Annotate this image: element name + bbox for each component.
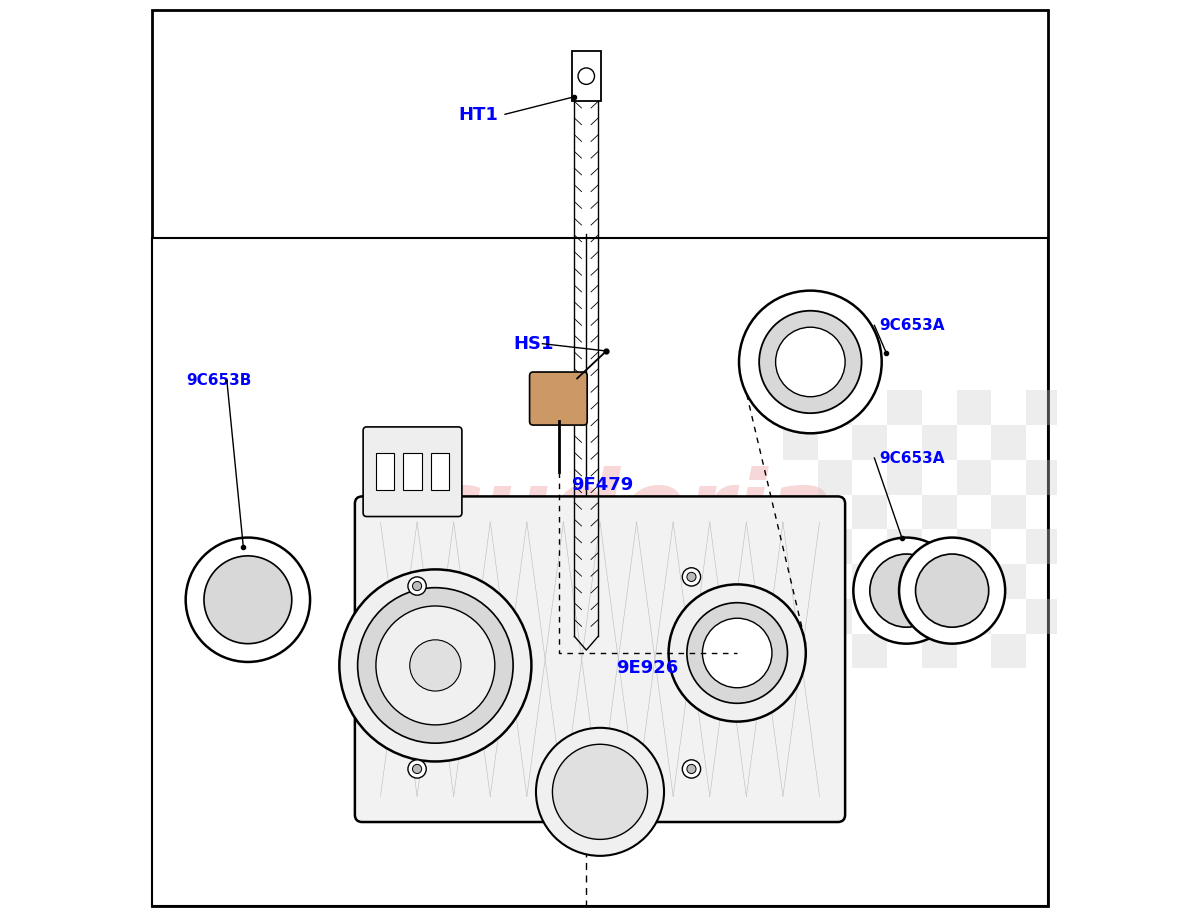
Circle shape	[899, 538, 1006, 644]
Bar	[922, 564, 956, 599]
Circle shape	[408, 759, 426, 778]
Bar	[782, 634, 817, 669]
Circle shape	[578, 68, 594, 84]
Circle shape	[376, 606, 494, 725]
Bar	[887, 529, 922, 564]
Circle shape	[683, 759, 701, 778]
Bar	[991, 564, 1026, 599]
Bar	[852, 634, 887, 669]
Bar	[991, 425, 1026, 460]
Circle shape	[413, 764, 421, 773]
FancyBboxPatch shape	[364, 427, 462, 517]
Bar	[431, 453, 449, 490]
Bar	[152, 238, 1048, 906]
Circle shape	[409, 639, 461, 691]
Bar	[1026, 390, 1061, 425]
Bar	[817, 460, 852, 495]
Circle shape	[870, 554, 943, 627]
Bar	[922, 634, 956, 669]
Text: 9E926: 9E926	[617, 660, 679, 677]
Circle shape	[702, 618, 772, 688]
Text: c a r   p a r t s: c a r p a r t s	[493, 585, 707, 615]
Circle shape	[916, 554, 989, 627]
Bar	[991, 495, 1026, 529]
Text: HT1: HT1	[458, 106, 498, 124]
Circle shape	[683, 568, 701, 586]
Circle shape	[775, 327, 845, 397]
Bar	[1026, 460, 1061, 495]
Circle shape	[686, 764, 696, 773]
Circle shape	[686, 572, 696, 582]
FancyBboxPatch shape	[529, 372, 587, 425]
Bar	[956, 599, 991, 634]
Circle shape	[739, 290, 882, 433]
Bar	[991, 634, 1026, 669]
Bar	[1026, 529, 1061, 564]
Text: 9C653A: 9C653A	[878, 318, 944, 333]
Bar	[956, 460, 991, 495]
Bar	[852, 564, 887, 599]
Circle shape	[408, 577, 426, 595]
Bar	[1026, 599, 1061, 634]
Bar	[403, 453, 421, 490]
Bar	[817, 529, 852, 564]
Circle shape	[686, 603, 787, 703]
Bar	[887, 599, 922, 634]
Circle shape	[340, 570, 532, 761]
Circle shape	[186, 538, 310, 662]
Text: 9C653A: 9C653A	[878, 451, 944, 465]
Bar	[956, 390, 991, 425]
Text: scuderia: scuderia	[366, 466, 834, 560]
Bar	[782, 564, 817, 599]
Text: 9F479: 9F479	[571, 476, 632, 495]
Text: 9C653B: 9C653B	[186, 373, 252, 387]
Bar	[817, 390, 852, 425]
Circle shape	[853, 538, 960, 644]
Bar	[376, 453, 395, 490]
Bar	[852, 425, 887, 460]
Text: HS1: HS1	[514, 334, 553, 353]
Circle shape	[760, 311, 862, 413]
Circle shape	[204, 556, 292, 644]
Bar	[782, 425, 817, 460]
Circle shape	[668, 584, 805, 722]
Bar	[887, 390, 922, 425]
Bar	[887, 460, 922, 495]
Bar	[571, 51, 601, 102]
Bar	[922, 425, 956, 460]
Bar	[782, 495, 817, 529]
Circle shape	[413, 582, 421, 591]
FancyBboxPatch shape	[355, 496, 845, 822]
Circle shape	[536, 728, 664, 856]
Bar	[852, 495, 887, 529]
Circle shape	[358, 588, 514, 743]
Bar	[956, 529, 991, 564]
Bar	[817, 599, 852, 634]
Bar	[922, 495, 956, 529]
Circle shape	[552, 745, 648, 839]
